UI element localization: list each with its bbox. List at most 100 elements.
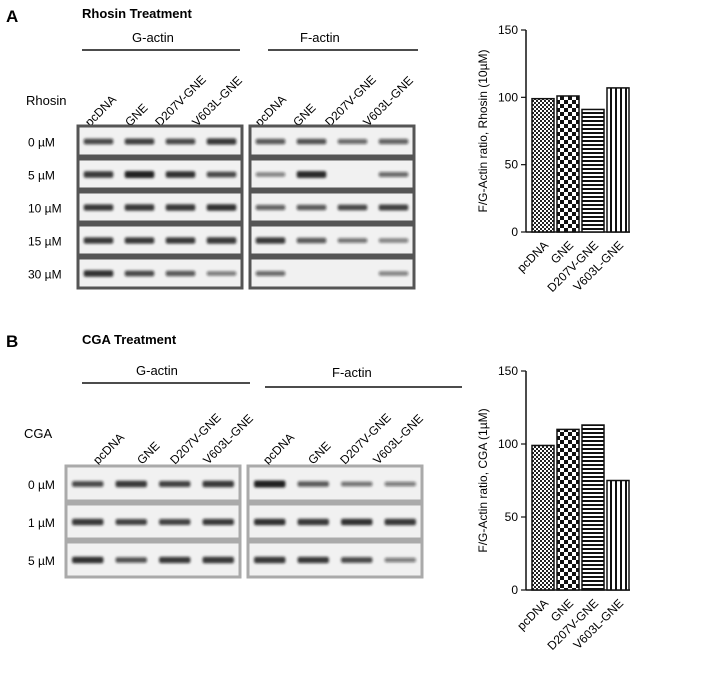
panel-a-row-label: 30 µM (28, 268, 62, 282)
panel-b-row-label: 0 µM (28, 478, 55, 492)
chart-b-y-tick-label: 0 (511, 583, 518, 597)
chart-b-y-tick-label: 50 (505, 510, 519, 524)
panel-a-f-band (296, 204, 327, 211)
panel-a-g-band (83, 270, 114, 277)
chart-b-bar-pcdna (531, 444, 555, 591)
panel-a-f-band (378, 238, 409, 243)
panel-a-f-band (255, 271, 286, 276)
panel-b-f-band (341, 481, 373, 487)
panel-a-f-band (255, 204, 286, 211)
panel-a-row-label: 15 µM (28, 235, 62, 249)
panel-a-g-band (83, 138, 114, 145)
panel-b-title: CGA Treatment (82, 332, 177, 347)
panel-a-g-band (165, 138, 196, 145)
panel-a-g-lane-label: pcDNA (82, 92, 119, 129)
panel-b-g-band (72, 556, 104, 564)
panel-b-g-band (115, 480, 147, 488)
panel-b-g-actin-label: G-actin (136, 363, 178, 378)
chart-a-y-axis-label: F/G-Actin ratio, Rhosin (10µM) (476, 50, 490, 213)
chart-a-y-tick-label: 100 (498, 90, 518, 104)
panel-b-g-band (115, 557, 147, 563)
panel-a-g-band (124, 237, 155, 244)
panel-a-f-band (296, 138, 327, 145)
panel-a-g-band (83, 171, 114, 178)
panel-b-g-lane-label: GNE (134, 439, 162, 467)
panel-a-f-band (378, 271, 409, 276)
panel-a-g-band (206, 138, 237, 145)
chart-a-y-tick-label: 50 (505, 158, 519, 172)
panel-a-f-band (296, 171, 327, 178)
chart-b-bar-d207v-gne (581, 424, 605, 591)
panel-b-f-band (341, 518, 373, 526)
panel-a-g-band (124, 138, 155, 145)
chart-b-y-tick-label: 100 (498, 437, 518, 451)
panel-a-f-band (378, 204, 409, 211)
panel-a-g-band (165, 270, 196, 277)
panel-b-g-band (72, 481, 104, 487)
chart-b-x-tick-label: pcDNA (514, 596, 551, 633)
panel-a-f-band (255, 172, 286, 177)
panel-a-g-band (83, 204, 114, 211)
panel-b-f-band (297, 518, 329, 526)
panel-a-f-band (337, 238, 368, 243)
panel-b-g-band (72, 518, 104, 526)
panel-a-g-band (165, 237, 196, 244)
chart-b: 0 50 100 150 F/G-Actin ratio, CGA (1µM) pcDNA… (476, 364, 630, 653)
panel-b-g-band (202, 556, 234, 564)
panel-a-g-band (124, 204, 155, 211)
panel-b-f-actin-label: F-actin (332, 365, 372, 380)
panel-a-g-band (206, 271, 237, 276)
chart-a-bar-gne (556, 95, 580, 233)
panel-a-g-band (83, 237, 114, 244)
panel-a-g-actin-label: G-actin (132, 30, 174, 45)
panel-a-row-label: 0 µM (28, 136, 55, 150)
chart-b-y-tick-label: 150 (498, 364, 518, 378)
panel-a-g-band (206, 237, 237, 244)
panel-b-f-band (254, 480, 286, 488)
chart-a: 0 50 100 150 F/G-Actin ratio, Rhosin (10µM) p… (476, 23, 630, 295)
panel-a-row-label: 10 µM (28, 202, 62, 216)
chart-a-bar-d207v-gne (581, 108, 605, 233)
panel-b-g-band (202, 518, 234, 526)
panel-b-treatment-label: CGA (24, 426, 53, 441)
chart-a-y-tick-label: 0 (511, 225, 518, 239)
panel-b-row-label: 1 µM (28, 516, 55, 530)
panel-b-f-band (341, 557, 373, 563)
panel-a-f-band (378, 172, 409, 177)
panel-a-f-band (337, 204, 368, 211)
panel-b-f-band (384, 481, 416, 487)
panel-a-g-band (165, 204, 196, 211)
panel-b-f-band (297, 481, 329, 487)
chart-a-y-tick-label: 150 (498, 23, 518, 37)
panel-b-g-band (202, 480, 234, 488)
panel-b-f-lane-label: GNE (305, 439, 333, 467)
chart-a-bar-pcdna (531, 97, 555, 233)
panel-a-title: Rhosin Treatment (82, 6, 192, 21)
panel-a-g-band (124, 270, 155, 277)
panel-b-f-band (384, 518, 416, 526)
panel-a-g-band (206, 171, 237, 178)
panel-b-f-band (297, 556, 329, 564)
chart-a-x-tick-label: pcDNA (514, 238, 551, 275)
panel-a-f-band (378, 138, 409, 145)
panel-a-f-band (296, 237, 327, 244)
panel-b-g-band (159, 481, 191, 487)
panel-a-g-band (206, 204, 237, 211)
chart-a-bar-v603l-gne (606, 87, 630, 233)
panel-b-g-band (159, 519, 191, 525)
panel-b-g-lane-label: pcDNA (90, 430, 127, 467)
panel-a-f-actin-label: F-actin (300, 30, 340, 45)
panel-b-g-band (159, 556, 191, 564)
panel-b-row-label: 5 µM (28, 554, 55, 568)
panel-b-f-band (384, 557, 416, 563)
panel-a-letter: A (6, 7, 18, 26)
panel-a-g-band (165, 171, 196, 178)
panel-a-f-lane-label: pcDNA (252, 92, 289, 129)
panel-a-treatment-label: Rhosin (26, 93, 66, 108)
panel-a-g-band (124, 171, 155, 178)
chart-b-bar-gne (556, 428, 580, 591)
chart-b-y-axis-label: F/G-Actin ratio, CGA (1µM) (476, 408, 490, 552)
panel-a-f-band (255, 237, 286, 244)
panel-a-f-band (337, 139, 368, 144)
